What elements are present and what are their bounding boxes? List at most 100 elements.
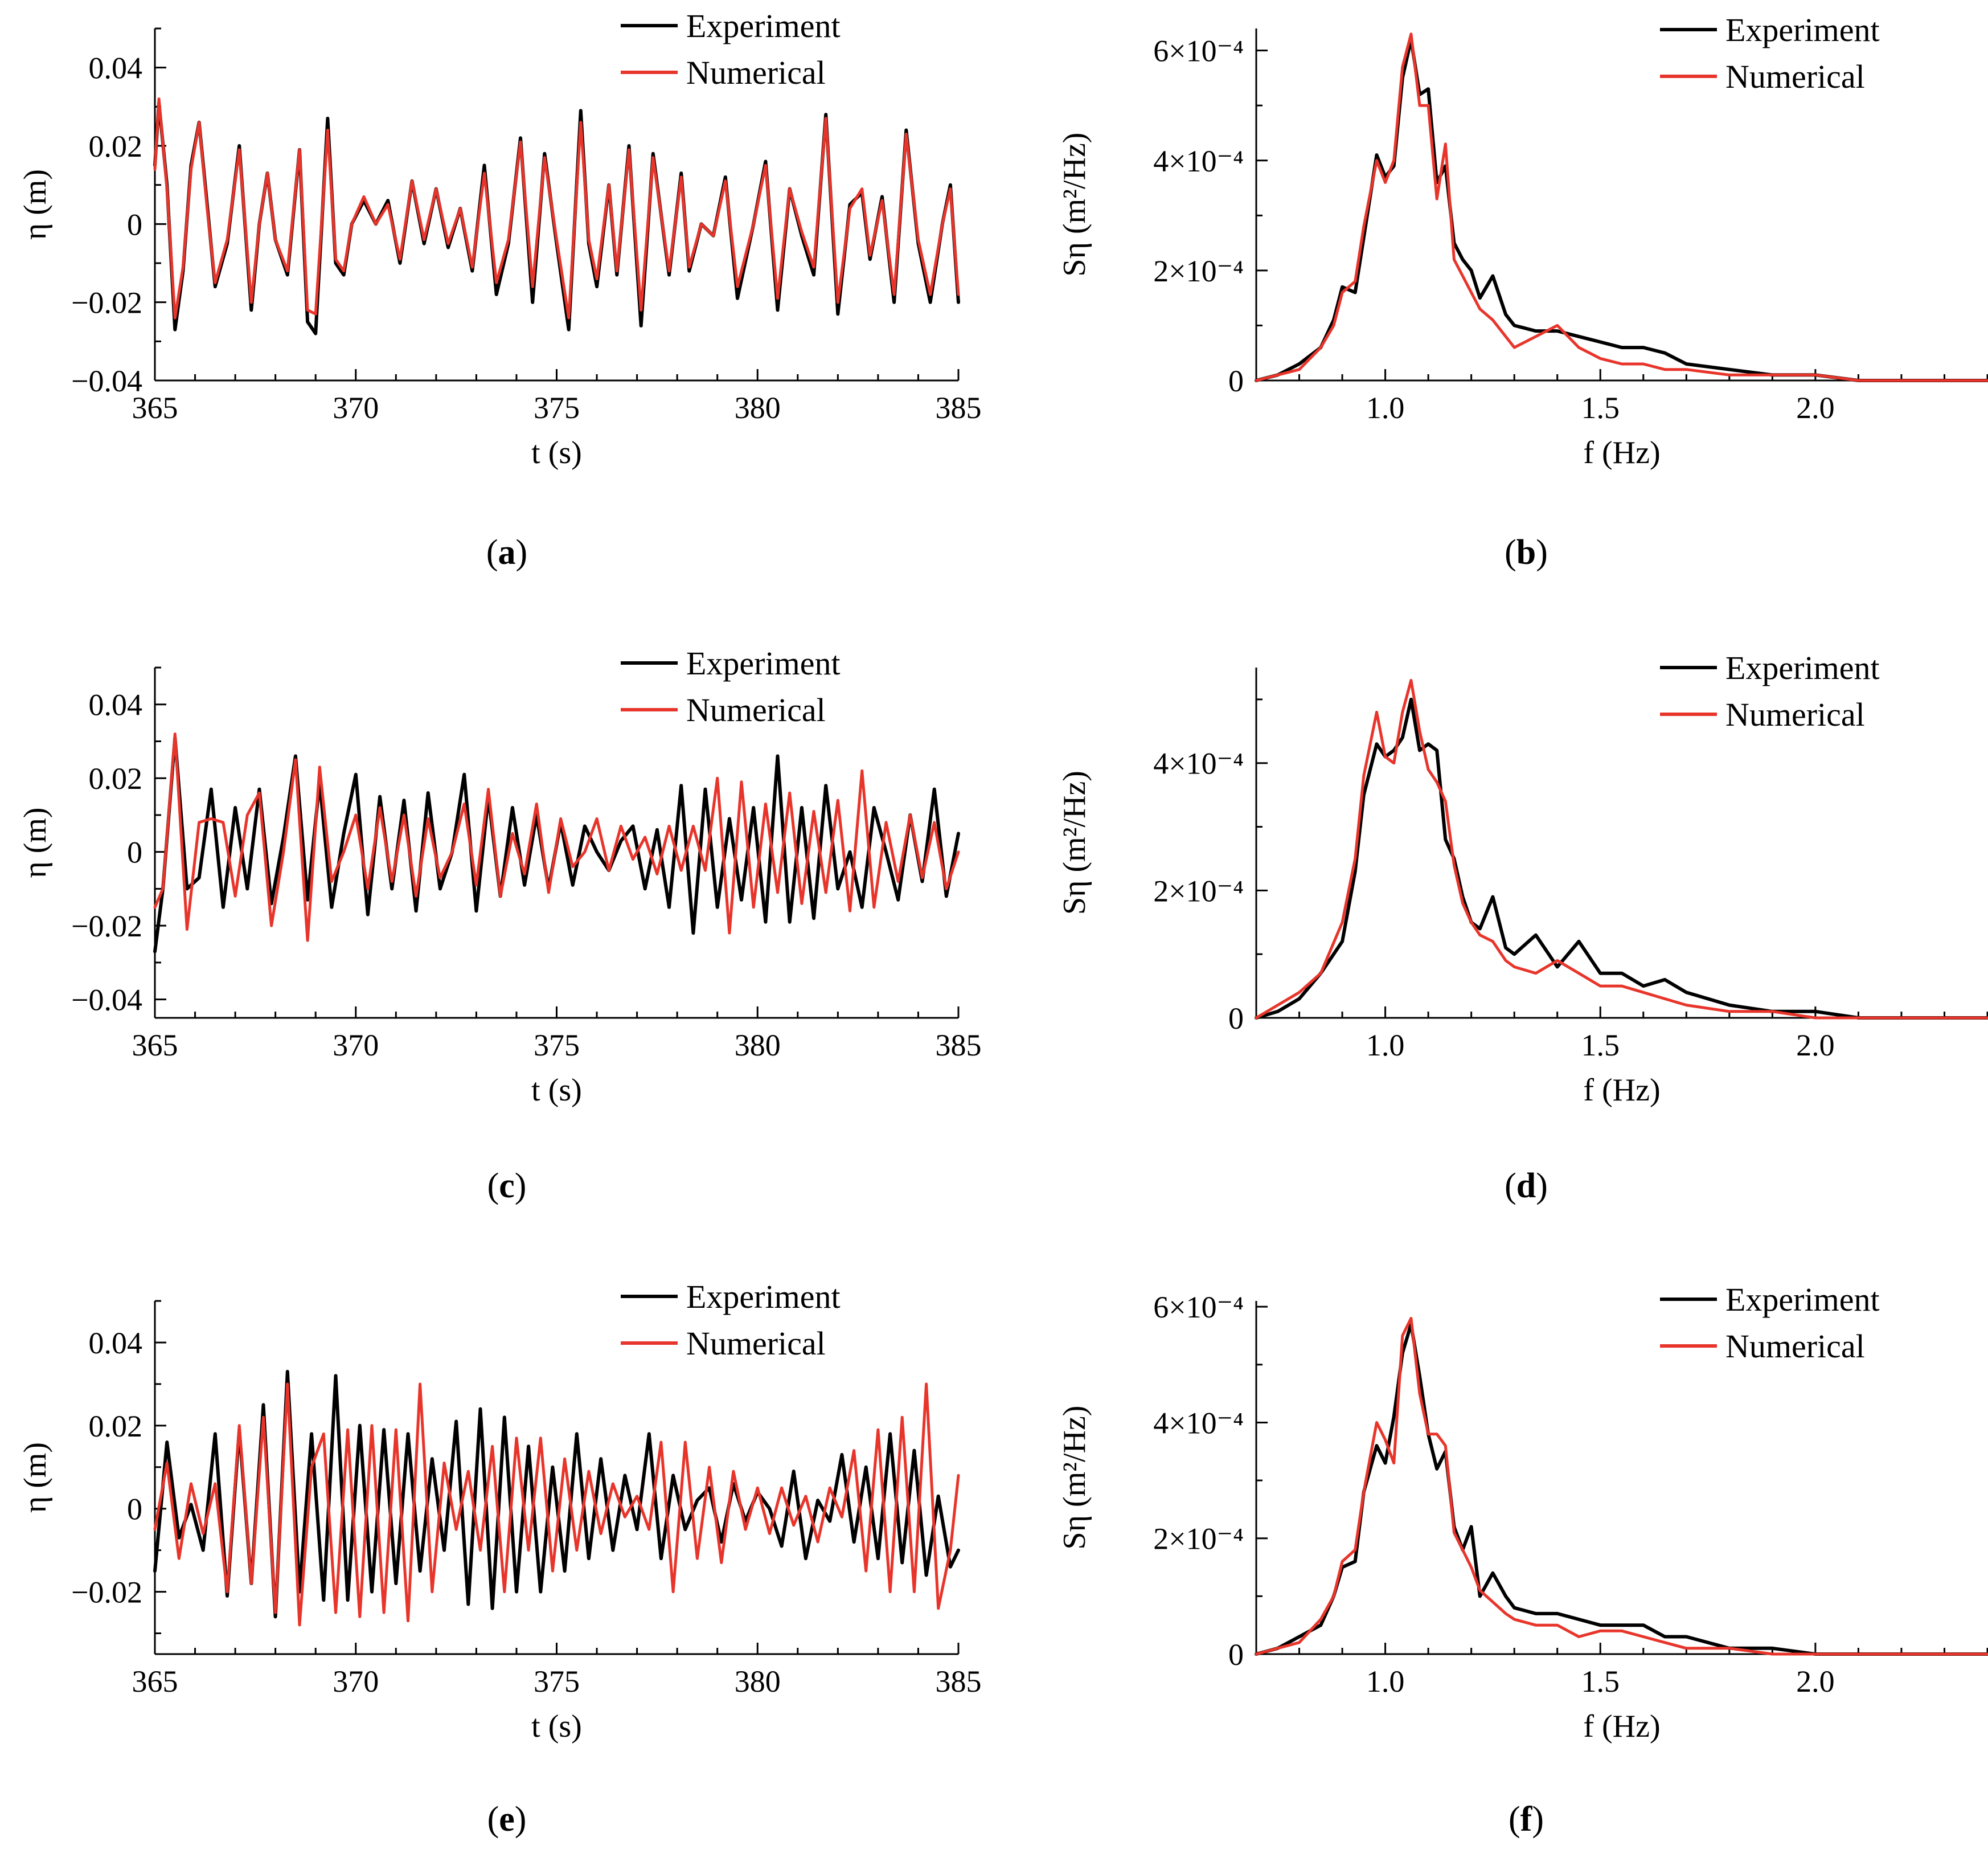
panel-d: 1.0 1.5 2.0 0 2×10⁻⁴ 4×10⁻⁴ f (Hz) Sη (m²/Hz) Ex…: [994, 619, 1988, 1238]
x-tick-label: 2.0: [1796, 1028, 1835, 1062]
caption-f: (f): [1509, 1800, 1544, 1839]
y-tick-label: 0.02: [89, 1409, 143, 1443]
x-tick-label: 370: [333, 1028, 379, 1062]
y-tick-label: −0.02: [71, 1575, 142, 1610]
y-tick-label: 0.04: [89, 1326, 143, 1360]
x-axis-label: f (Hz): [1583, 435, 1660, 470]
series-line-experiment: [1255, 1322, 1988, 1656]
chart-e: 365 370 375 380 385 −0.02 0 0.02 0.04 t (s) η (m) E…: [18, 1278, 982, 1744]
y-tick-label: 4×10⁻⁴: [1153, 144, 1244, 178]
y-tick-label: 0.04: [89, 51, 143, 85]
legend-label-experiment: Experiment: [1725, 11, 1880, 48]
chart-b: 1.0 1.5 2.0 0 2×10⁻⁴ 4×10⁻⁴ 6×10⁻⁴ f (Hz) Sη (m²…: [1057, 11, 1988, 470]
chart-f: 1.0 1.5 2.0 0 2×10⁻⁴ 4×10⁻⁴ 6×10⁻⁴ f (Hz) Sη (m²…: [1057, 1281, 1988, 1744]
x-tick-label: 375: [534, 1028, 580, 1062]
y-tick-label: −0.04: [71, 364, 142, 398]
series-line-experiment: [153, 1370, 960, 1619]
x-tick-label: 365: [132, 391, 178, 425]
x-tick-label: 375: [534, 1664, 580, 1699]
x-tick-label: 1.5: [1581, 1028, 1620, 1062]
y-tick-label: 0: [127, 836, 142, 870]
series-line-numerical: [153, 732, 960, 942]
y-tick-label: 0.04: [89, 688, 143, 722]
legend-label-experiment: Experiment: [1725, 1281, 1880, 1318]
y-tick-label: 6×10⁻⁴: [1153, 34, 1244, 68]
y-tick-label: 0: [127, 1492, 142, 1526]
x-tick-label: 1.5: [1581, 391, 1620, 425]
caption-d: (d): [1505, 1167, 1548, 1205]
panel-e: 365 370 375 380 385 −0.02 0 0.02 0.04 t (s) η (m) E…: [0, 1238, 994, 1857]
x-tick-label: 1.0: [1366, 1664, 1405, 1699]
x-tick-label: 365: [132, 1028, 178, 1062]
y-tick-label: 0: [1228, 364, 1244, 398]
y-axis-label: η (m): [18, 169, 53, 240]
x-tick-label: 365: [132, 1664, 178, 1699]
caption-a: (a): [486, 533, 528, 572]
y-tick-label: 2×10⁻⁴: [1153, 874, 1244, 908]
x-tick-label: 385: [936, 1664, 982, 1699]
legend-label-numerical: Numerical: [1725, 696, 1865, 733]
y-axis-label: η (m): [18, 807, 53, 878]
y-tick-label: 0.02: [89, 129, 143, 163]
series-line-experiment: [1255, 38, 1988, 382]
panel-c: 365 370 375 380 385 −0.04 −0.02 0 0.02 0.04 t (s) η…: [0, 619, 994, 1238]
caption-c: (c): [487, 1167, 527, 1205]
x-axis-label: t (s): [531, 435, 582, 470]
chart-a: 365 370 375 380 385 −0.04 −0.02 0 0.02 0.04 t (s) η…: [18, 7, 982, 470]
legend-label-numerical: Numerical: [686, 54, 826, 91]
series-line-experiment: [1255, 697, 1988, 1020]
y-axis-label: Sη (m²/Hz): [1057, 133, 1092, 277]
x-axis-label: t (s): [531, 1073, 582, 1108]
panel-a: 365 370 375 380 385 −0.04 −0.02 0 0.02 0.04 t (s) η…: [0, 0, 994, 619]
chart-c: 365 370 375 380 385 −0.04 −0.02 0 0.02 0.04 t (s) η…: [18, 645, 982, 1108]
y-tick-label: 0: [1228, 1001, 1244, 1036]
panel-f: 1.0 1.5 2.0 0 2×10⁻⁴ 4×10⁻⁴ 6×10⁻⁴ f (Hz) Sη (m²…: [994, 1238, 1988, 1857]
x-tick-label: 2.0: [1796, 391, 1835, 425]
x-axis-label: f (Hz): [1583, 1709, 1660, 1744]
x-tick-label: 370: [333, 391, 379, 425]
legend-label-numerical: Numerical: [686, 1325, 826, 1362]
panel-b: 1.0 1.5 2.0 0 2×10⁻⁴ 4×10⁻⁴ 6×10⁻⁴ f (Hz) Sη (m²…: [994, 0, 1988, 619]
caption-b: (b): [1505, 533, 1548, 572]
legend-label-experiment: Experiment: [686, 1278, 841, 1315]
series-line-numerical: [153, 1382, 960, 1627]
legend-label-numerical: Numerical: [1725, 1328, 1865, 1365]
series-line-numerical: [153, 97, 960, 320]
series-line-numerical: [1255, 678, 1988, 1020]
y-axis-label: η (m): [18, 1442, 53, 1513]
y-tick-label: 2×10⁻⁴: [1153, 254, 1244, 288]
legend-label-numerical: Numerical: [686, 691, 826, 729]
caption-e: (e): [487, 1800, 527, 1839]
y-axis-label: Sη (m²/Hz): [1057, 771, 1092, 915]
legend-label-experiment: Experiment: [686, 645, 841, 682]
series-line-numerical: [1255, 32, 1988, 382]
x-axis-label: f (Hz): [1583, 1073, 1660, 1108]
y-tick-label: 2×10⁻⁴: [1153, 1522, 1244, 1556]
y-tick-label: 4×10⁻⁴: [1153, 1406, 1244, 1440]
x-tick-label: 385: [936, 391, 982, 425]
x-tick-label: 385: [936, 1028, 982, 1062]
chart-d: 1.0 1.5 2.0 0 2×10⁻⁴ 4×10⁻⁴ f (Hz) Sη (m²/Hz) Ex…: [1057, 649, 1988, 1108]
y-tick-label: −0.04: [71, 983, 142, 1017]
x-axis-label: t (s): [531, 1709, 582, 1744]
y-tick-label: −0.02: [71, 286, 142, 320]
legend-label-experiment: Experiment: [686, 7, 841, 44]
y-tick-label: −0.02: [71, 909, 142, 943]
x-tick-label: 380: [735, 1028, 781, 1062]
y-axis-label: Sη (m²/Hz): [1057, 1406, 1092, 1550]
x-tick-label: 375: [534, 391, 580, 425]
x-tick-label: 380: [735, 391, 781, 425]
legend-label-numerical: Numerical: [1725, 58, 1865, 95]
y-tick-label: 0: [1228, 1638, 1244, 1672]
y-tick-label: 0.02: [89, 762, 143, 796]
legend-label-experiment: Experiment: [1725, 649, 1880, 686]
x-tick-label: 1.0: [1366, 1028, 1405, 1062]
x-tick-label: 380: [735, 1664, 781, 1699]
x-tick-label: 370: [333, 1664, 379, 1699]
y-tick-label: 4×10⁻⁴: [1153, 747, 1244, 781]
x-tick-label: 1.0: [1366, 391, 1405, 425]
x-tick-label: 1.5: [1581, 1664, 1620, 1699]
series-line-numerical: [1255, 1317, 1988, 1656]
y-tick-label: 0: [127, 207, 142, 242]
